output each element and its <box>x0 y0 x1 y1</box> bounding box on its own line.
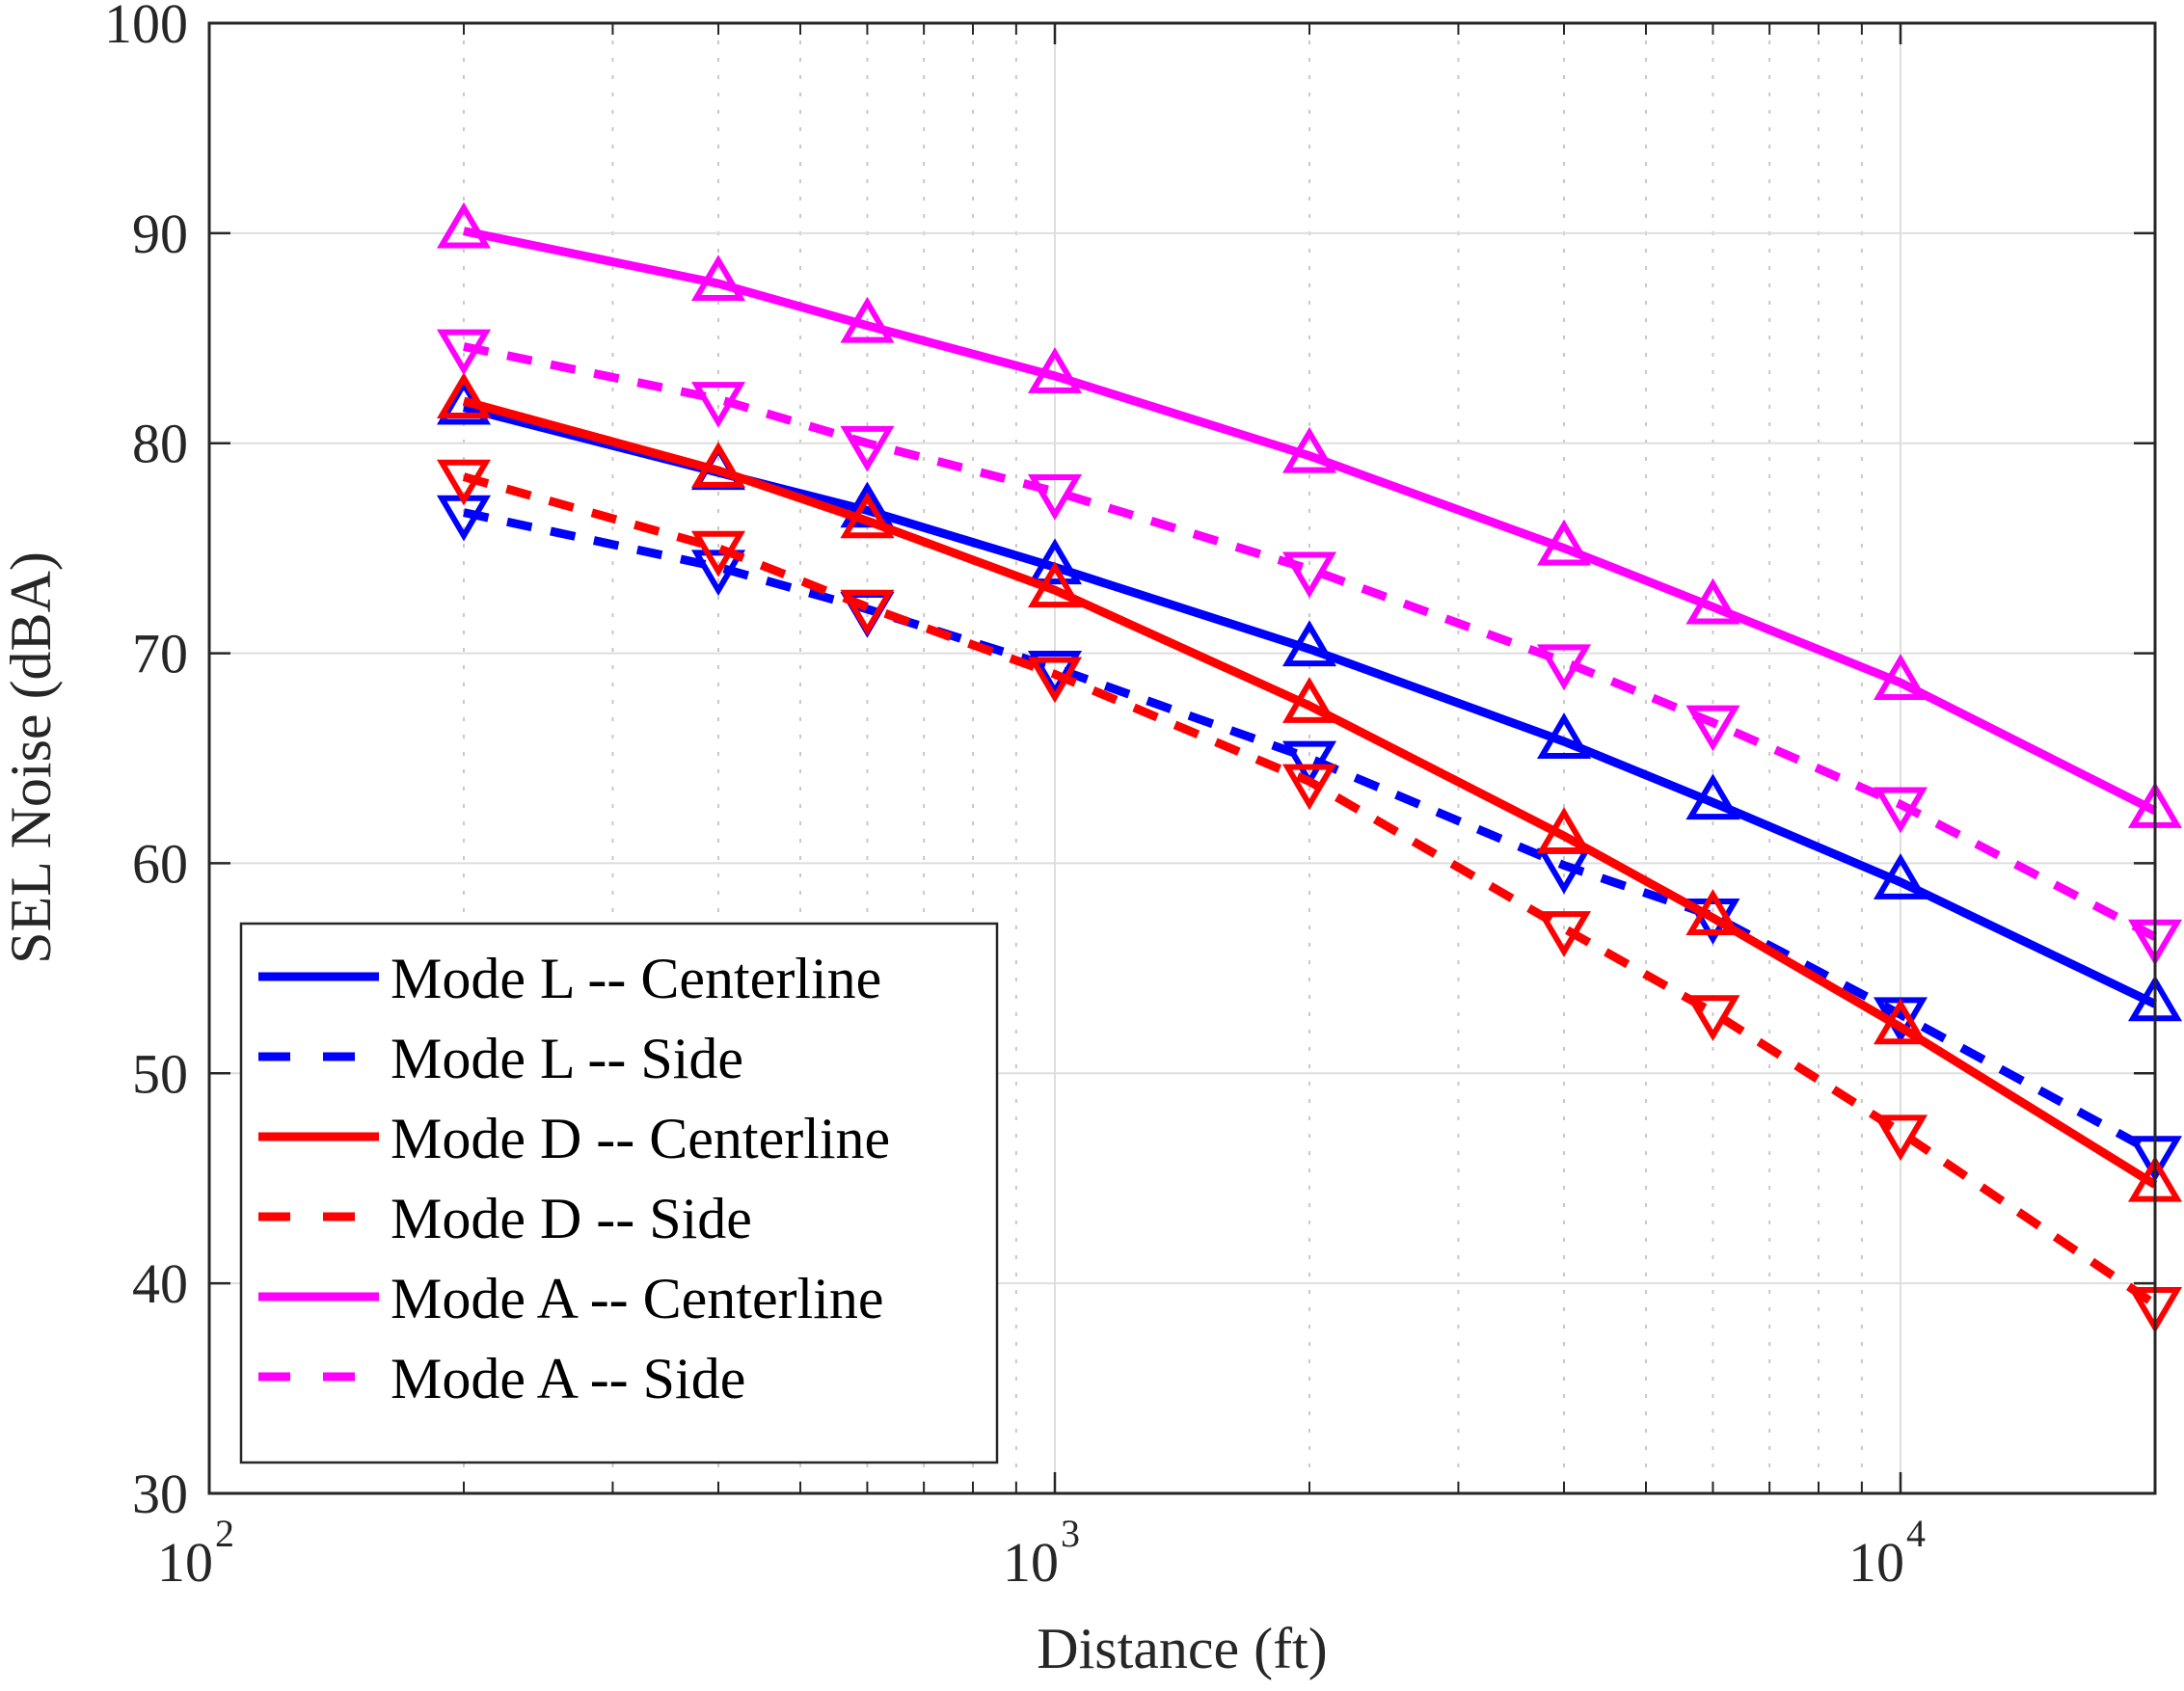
data-point-triangle-up <box>1873 998 1928 1045</box>
data-point-triangle-up <box>840 296 895 343</box>
data-point-triangle-down <box>1027 657 1083 704</box>
series-line <box>462 472 2158 1308</box>
legend-box <box>239 922 999 1464</box>
x-tick-exponent: 3 <box>1061 1512 1080 1555</box>
x-tick-labels: 10 2 10 3 10 4 <box>157 1512 1926 1594</box>
data-point-triangle-down <box>1027 650 1083 697</box>
data-point-triangle-down <box>840 589 895 636</box>
data-point-triangle-up <box>1536 712 1592 759</box>
data-point-triangle-down <box>436 459 492 506</box>
data-point-triangle-up <box>1027 347 1083 393</box>
x-axis-label: Distance (ft) <box>1037 1617 1328 1680</box>
series-mode-d-side <box>436 459 2183 1333</box>
data-point-triangle-up <box>1027 561 1083 608</box>
y-tick-labels: 30 40 50 60 70 80 90 100 <box>104 0 188 1525</box>
x-tick-exponent: 4 <box>1906 1512 1926 1555</box>
data-point-triangle-up <box>840 492 895 539</box>
data-point-triangle-up <box>1685 577 1740 625</box>
x-tick-label: 10 <box>1003 1531 1059 1594</box>
legend-entry: Mode L -- Centerline <box>258 947 881 1010</box>
data-point-triangle-down <box>1281 764 1337 811</box>
legend-entry: Mode L -- Side <box>258 1027 743 1090</box>
data-point-triangle-up <box>436 201 492 249</box>
data-point-triangle-down <box>436 329 492 376</box>
legend-label: Mode A -- Side <box>391 1347 745 1410</box>
data-point-triangle-down <box>1536 911 1592 957</box>
legend-label: Mode L -- Centerline <box>391 947 881 1010</box>
legend-entry: Mode D -- Side <box>258 1187 752 1250</box>
y-tick-label: 30 <box>132 1463 188 1525</box>
data-point-triangle-down <box>1685 995 1740 1042</box>
legend: Mode L -- Centerline Mode L -- Side Mode D… <box>239 922 999 1464</box>
series-line <box>463 227 2158 816</box>
legend-label: Mode L -- Side <box>391 1027 743 1090</box>
data-point-triangle-up <box>1281 677 1337 723</box>
y-tick-label: 90 <box>132 202 188 265</box>
series-line <box>462 396 2158 1189</box>
data-point-triangle-up <box>436 372 492 419</box>
axes-box <box>207 21 2157 1495</box>
series-line <box>463 508 2158 1158</box>
data-point-triangle-up <box>1536 519 1592 566</box>
y-tick-label: 80 <box>132 413 188 475</box>
data-point-triangle-up <box>690 255 746 302</box>
data-point-triangle-up <box>1873 654 1928 700</box>
y-tick-label: 40 <box>132 1252 188 1315</box>
data-point-triangle-down <box>1281 740 1337 788</box>
data-point-triangle-down <box>1281 551 1337 599</box>
data-point-triangle-up <box>1281 620 1337 667</box>
data-point-triangle-down <box>1685 705 1740 752</box>
y-tick-label: 50 <box>132 1042 188 1105</box>
x-tick-exponent: 2 <box>215 1512 234 1555</box>
data-point-triangle-down <box>840 425 895 472</box>
y-tick-label: 60 <box>132 832 188 895</box>
y-tick-label: 100 <box>104 0 188 55</box>
data-point-triangle-down <box>690 530 746 577</box>
data-point-triangle-up <box>1873 853 1928 899</box>
legend-label: Mode D -- Centerline <box>391 1107 890 1170</box>
legend-entry: Mode A -- Centerline <box>258 1267 884 1330</box>
axis-ticks <box>207 21 2155 1495</box>
data-point-triangle-down <box>690 382 746 428</box>
data-point-triangle-up <box>1536 807 1592 853</box>
data-point-triangle-up <box>1685 889 1740 935</box>
legend-label: Mode D -- Side <box>391 1187 752 1250</box>
y-axis-label: SEL Noise (dBA) <box>0 551 63 964</box>
series-mode-d-centerline <box>436 372 2183 1202</box>
data-point-triangle-up <box>1281 426 1337 473</box>
series-layer <box>436 201 2183 1333</box>
data-point-triangle-down <box>1873 787 1928 834</box>
legend-entry: Mode D -- Centerline <box>258 1107 890 1170</box>
x-tick-label: 10 <box>157 1531 213 1594</box>
data-point-triangle-down <box>1027 473 1083 521</box>
data-point-triangle-down <box>690 550 746 597</box>
minor-grid <box>463 23 1863 1493</box>
y-tick-label: 70 <box>132 623 188 685</box>
data-point-triangle-down <box>1536 644 1592 691</box>
data-point-triangle-up <box>690 442 746 488</box>
data-point-triangle-up <box>1685 773 1740 820</box>
legend-label: Mode A -- Centerline <box>391 1267 884 1330</box>
series-line <box>463 342 2158 941</box>
legend-entry: Mode A -- Side <box>258 1347 745 1410</box>
data-point-triangle-up <box>1027 538 1083 585</box>
x-tick-label: 10 <box>1848 1531 1904 1594</box>
data-point-triangle-down <box>1873 1114 1928 1162</box>
